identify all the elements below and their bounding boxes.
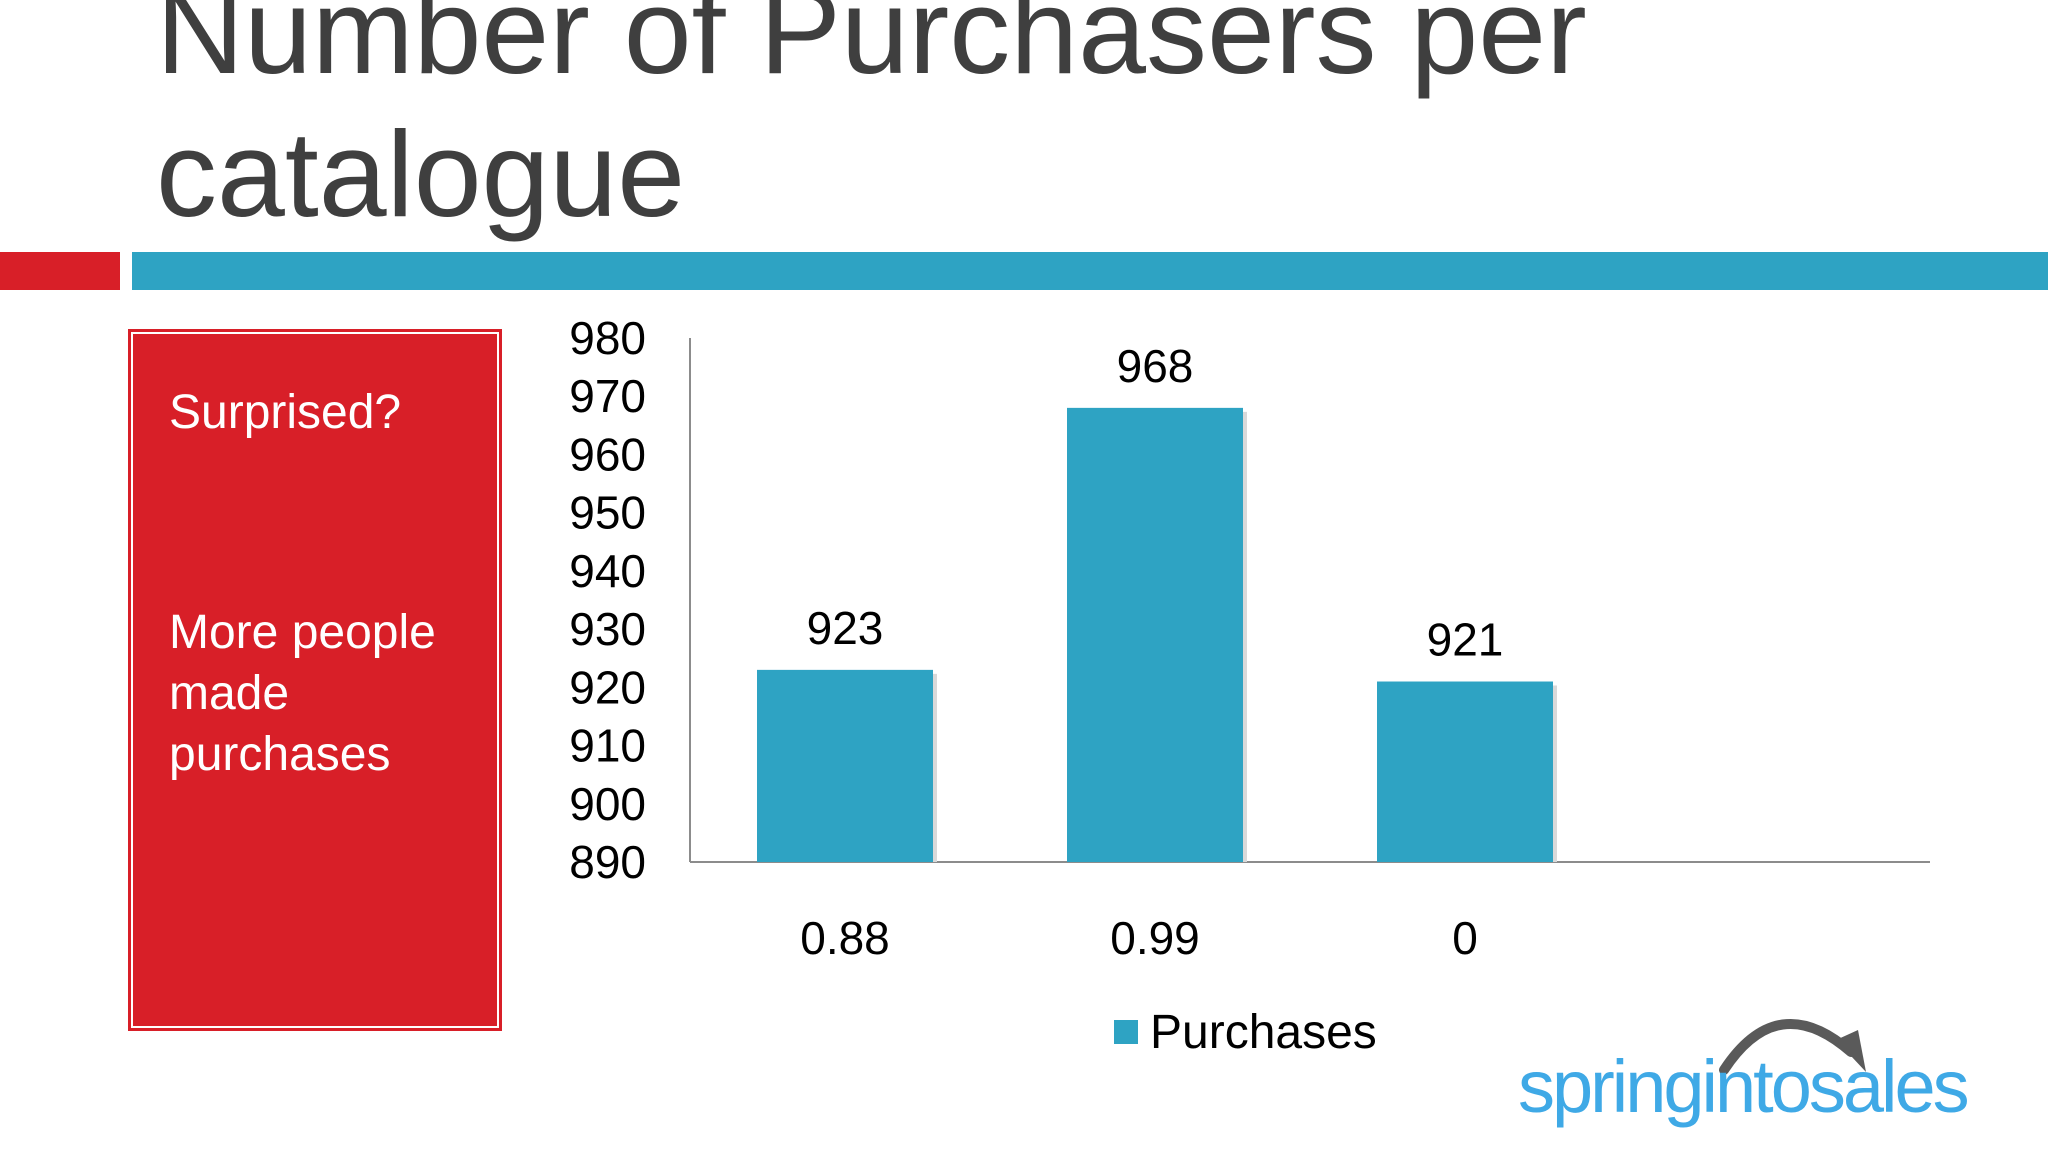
slide-title-line-2: catalogue: [156, 106, 686, 242]
data-label: 921: [1427, 614, 1504, 666]
y-tick-label: 930: [569, 603, 646, 655]
chart-legend: Purchases: [1114, 1002, 1377, 1062]
y-tick-label: 960: [569, 428, 646, 480]
legend-swatch: [1114, 1020, 1138, 1044]
logo-arrowhead-icon: [1836, 1030, 1866, 1072]
y-tick-label: 890: [569, 836, 646, 888]
bar: [757, 669, 933, 862]
y-tick-label: 940: [569, 545, 646, 597]
y-tick-label: 980: [569, 312, 646, 364]
data-label: 968: [1117, 340, 1194, 392]
red-accent-bar: [0, 252, 120, 290]
data-label: 923: [807, 602, 884, 654]
logo-arrow-icon: [1719, 1018, 1856, 1075]
x-tick-label: 0: [1452, 912, 1478, 964]
side-callout-statement: More people made purchases: [169, 606, 436, 781]
bar: [1067, 407, 1243, 862]
y-tick-label: 970: [569, 370, 646, 422]
y-tick-label: 910: [569, 720, 646, 772]
legend-label: Purchases: [1150, 1005, 1377, 1059]
slide-title: Number of Purchasers per catalogue: [156, 0, 1856, 246]
y-tick-label: 920: [569, 661, 646, 713]
bar: [1377, 681, 1553, 862]
x-tick-label: 0.99: [1110, 912, 1200, 964]
y-tick-label: 950: [569, 487, 646, 539]
springintosales-logo: springintosales: [1518, 1018, 1971, 1128]
side-callout-box: Surprised? More people made purchases: [128, 329, 502, 1031]
logo-wordmark: springintosales: [1518, 1045, 1968, 1128]
slide-title-line-1: Number of Purchasers per: [156, 0, 1587, 99]
x-tick-label: 0.88: [800, 912, 890, 964]
side-callout-question: Surprised?: [169, 386, 402, 439]
blue-accent-bar: [132, 252, 2048, 290]
y-tick-label: 900: [569, 778, 646, 830]
